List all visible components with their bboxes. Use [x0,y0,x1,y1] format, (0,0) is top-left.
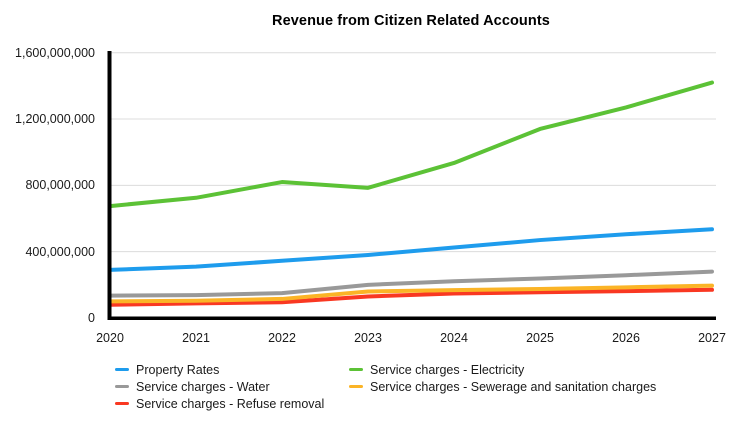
series-line [108,287,714,307]
legend-column: Service charges - Electricity Service cha… [349,361,656,395]
legend-label: Service charges - Water [136,379,270,394]
legend-item: Property Rates [115,361,324,378]
legend-swatch [115,384,129,389]
legend-label: Property Rates [136,362,220,377]
legend-swatch [349,367,363,372]
x-axis-tick-label: 2020 [96,331,124,345]
series-line [108,269,714,298]
y-axis-tick-label: 0 [88,311,95,325]
legend-label: Service charges - Sewerage and sanitatio… [370,379,657,394]
legend-item: Service charges - Refuse removal [115,395,324,412]
x-axis-line [107,316,716,320]
y-axis-tick-label: 1,200,000,000 [15,112,95,127]
series-line [108,283,714,304]
x-axis-tick-label: 2021 [182,331,210,345]
x-axis-tick-label: 2024 [440,331,468,345]
y-axis-tick-label: 1,600,000,000 [15,45,95,60]
legend-item: Service charges - Electricity [349,361,656,378]
legend-swatch [115,401,129,406]
x-axis-tick-label: 2026 [612,331,640,345]
legend-column: Property Rates Service charges - Water Ser… [115,361,324,412]
legend-swatch [115,367,129,372]
y-axis-line [107,51,112,320]
series-line [108,227,714,272]
x-axis-tick-label: 2027 [698,331,726,345]
series-line [108,80,714,209]
y-axis-tick-label: 400,000,000 [25,244,95,259]
x-axis-tick-label: 2022 [268,331,296,345]
legend-label: Service charges - Refuse removal [136,396,325,411]
legend-swatch [349,384,363,389]
legend-item: Service charges - Sewerage and sanitatio… [349,378,656,395]
y-axis-tick-label: 800,000,000 [25,178,95,193]
x-axis-tick-label: 2025 [526,331,554,345]
legend-label: Service charges - Electricity [370,362,525,377]
legend-item: Service charges - Water [115,378,324,395]
chart-title: Revenue from Citizen Related Accounts [272,13,550,29]
x-axis-tick-label: 2023 [354,331,382,345]
